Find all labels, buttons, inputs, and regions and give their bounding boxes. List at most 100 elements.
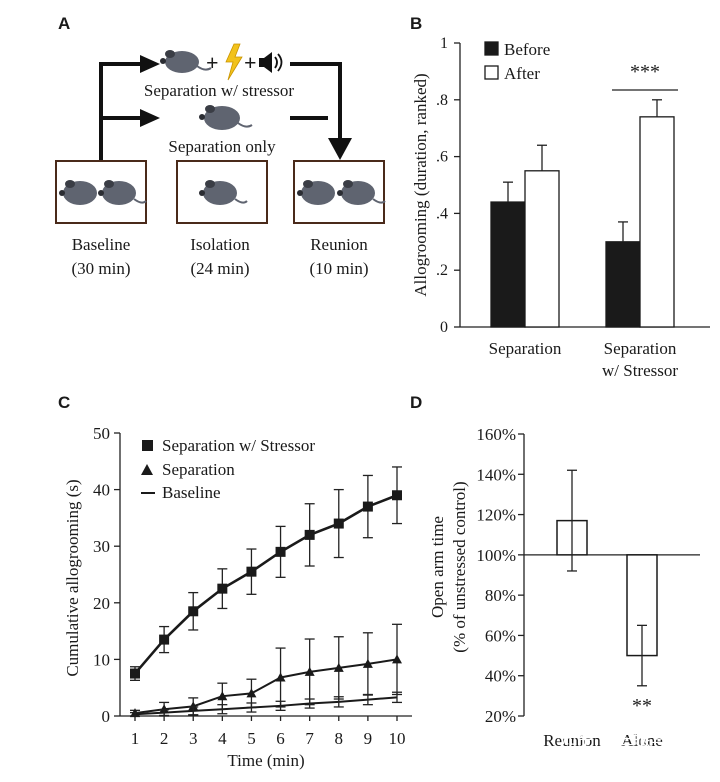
y-tick-label: 120% — [476, 506, 516, 525]
series-line-separation — [134, 658, 398, 715]
x-tick-label: 2 — [160, 729, 169, 748]
series-line-baseline — [134, 696, 398, 716]
speaker-icon — [259, 52, 283, 73]
y-tick-label: 1 — [440, 35, 448, 52]
lightning-icon — [225, 43, 243, 81]
stage-duration: (10 min) — [309, 259, 368, 278]
mouse-icon — [337, 180, 386, 205]
legend-label-baseline: Baseline — [162, 483, 221, 502]
data-point-separation — [362, 658, 373, 668]
x-category-label: Separation — [489, 339, 562, 358]
mouse-icon — [160, 50, 212, 73]
data-point-separation — [217, 691, 228, 701]
legend-marker-separation — [141, 464, 153, 475]
label-separation-with-stressor: Separation w/ stressor — [144, 81, 294, 100]
y-tick-label: .6 — [436, 149, 448, 166]
y-tick-label: 160% — [476, 425, 516, 444]
stage-isolation: Isolation (24 min) — [176, 160, 268, 278]
arrow-head-reunion — [328, 138, 352, 160]
y-tick-label: 0 — [102, 707, 111, 726]
y-axis-label: Open arm time — [428, 516, 447, 618]
x-category-label: w/ Stressor — [602, 361, 678, 380]
x-tick-label: 3 — [189, 729, 198, 748]
y-tick-label: 50 — [93, 424, 110, 443]
arrow-to-reunion — [290, 62, 342, 145]
stage-baseline: Baseline (30 min) — [55, 160, 147, 278]
arrow-to-stressor — [99, 62, 150, 160]
panel-c-chart: C 0 10 20 30 40 50 1 2 3 4 5 6 7 8 9 10 Time (min) Cumula… — [58, 393, 412, 770]
y-tick-label: 40% — [485, 667, 516, 686]
y-tick-label: .4 — [436, 205, 448, 222]
arrow-head-separation-only — [140, 109, 160, 127]
x-tick-label: 7 — [305, 729, 314, 748]
series-line-separation-w-stressor — [134, 494, 398, 675]
flow-arrows — [99, 55, 352, 160]
y-axis-label: (% of unstressed control) — [450, 481, 469, 652]
data-point-separation-w-stressor — [304, 529, 315, 540]
panel-d-letter: D — [410, 393, 422, 412]
data-point-separation-w-stressor — [130, 668, 140, 679]
data-point-separation — [333, 662, 344, 672]
x-category-label: Separation — [604, 339, 677, 358]
panel-b-chart: B 0 .2 .4 .6 .8 1 Allogrooming (duration, rank… — [410, 14, 710, 380]
data-point-separation-w-stressor — [333, 518, 344, 529]
mouse-icon — [199, 180, 248, 205]
stage-duration: (24 min) — [190, 259, 249, 278]
y-tick-label: 60% — [485, 626, 516, 645]
y-tick-label: .8 — [436, 92, 448, 109]
panel-b-letter: B — [410, 14, 422, 33]
arrow-head-stressor — [140, 55, 160, 73]
x-category-label: Reunion — [543, 731, 601, 750]
legend-label-before: Before — [504, 40, 550, 59]
significance-marker: ** — [632, 695, 652, 717]
plus-sign: + — [206, 50, 219, 75]
data-point-separation-w-stressor — [362, 501, 373, 512]
x-tick-label: 1 — [131, 729, 140, 748]
y-tick-label: 30 — [93, 537, 110, 556]
legend-swatch-after — [484, 65, 499, 80]
mouse-icon — [297, 180, 335, 205]
data-point-separation — [188, 701, 199, 711]
data-point-separation — [275, 672, 286, 682]
x-axis-label: Time (min) — [227, 751, 304, 770]
panel-d-chart: D 20% 40% 60% 80% 100% 120% 140% 160% Open arm t… — [410, 393, 700, 750]
y-tick-label: 40 — [93, 481, 110, 500]
legend-swatch-before — [484, 41, 499, 56]
y-axis-label: Allogrooming (duration, ranked) — [411, 73, 430, 296]
x-tick-label: 9 — [364, 729, 373, 748]
plus-sign: + — [244, 50, 257, 75]
y-tick-label: 20 — [93, 594, 110, 613]
x-tick-label: 5 — [247, 729, 256, 748]
y-tick-label: .2 — [436, 262, 448, 279]
bar-before-1 — [490, 201, 526, 328]
stage-name: Baseline — [72, 235, 131, 254]
data-point-separation-w-stressor — [188, 606, 199, 617]
data-point-separation — [304, 666, 315, 676]
stage-name: Reunion — [310, 235, 368, 254]
y-tick-label: 10 — [93, 650, 110, 669]
y-tick-label: 140% — [476, 465, 516, 484]
x-category-label: Alone — [621, 731, 663, 750]
panel-a-schematic: A + + Separation w/ stre — [55, 14, 386, 278]
panel-a-letter: A — [58, 14, 70, 33]
data-point-separation-w-stressor — [392, 490, 402, 501]
stage-reunion: Reunion (10 min) — [293, 160, 386, 278]
mouse-icon — [59, 180, 97, 205]
legend-label-separation-w-stressor: Separation w/ Stressor — [162, 436, 315, 455]
data-point-separation — [246, 688, 257, 698]
data-point-separation-w-stressor — [217, 583, 228, 594]
y-axis-label: Cumulative allogrooming (s) — [63, 479, 82, 676]
y-tick-label: 80% — [485, 586, 516, 605]
bar-after-2 — [639, 116, 675, 328]
legend-label-separation: Separation — [162, 460, 235, 479]
data-point-separation-w-stressor — [246, 566, 257, 577]
data-point-separation — [392, 654, 402, 664]
watermark-text: 知乎 @三眼乌鸦 — [560, 730, 684, 750]
y-tick-label: 0 — [440, 319, 448, 336]
data-point-separation-w-stressor — [275, 546, 286, 557]
data-point-separation-w-stressor — [159, 634, 170, 645]
bar-before-2 — [605, 241, 641, 328]
mouse-icon — [199, 105, 253, 130]
x-tick-label: 6 — [276, 729, 285, 748]
